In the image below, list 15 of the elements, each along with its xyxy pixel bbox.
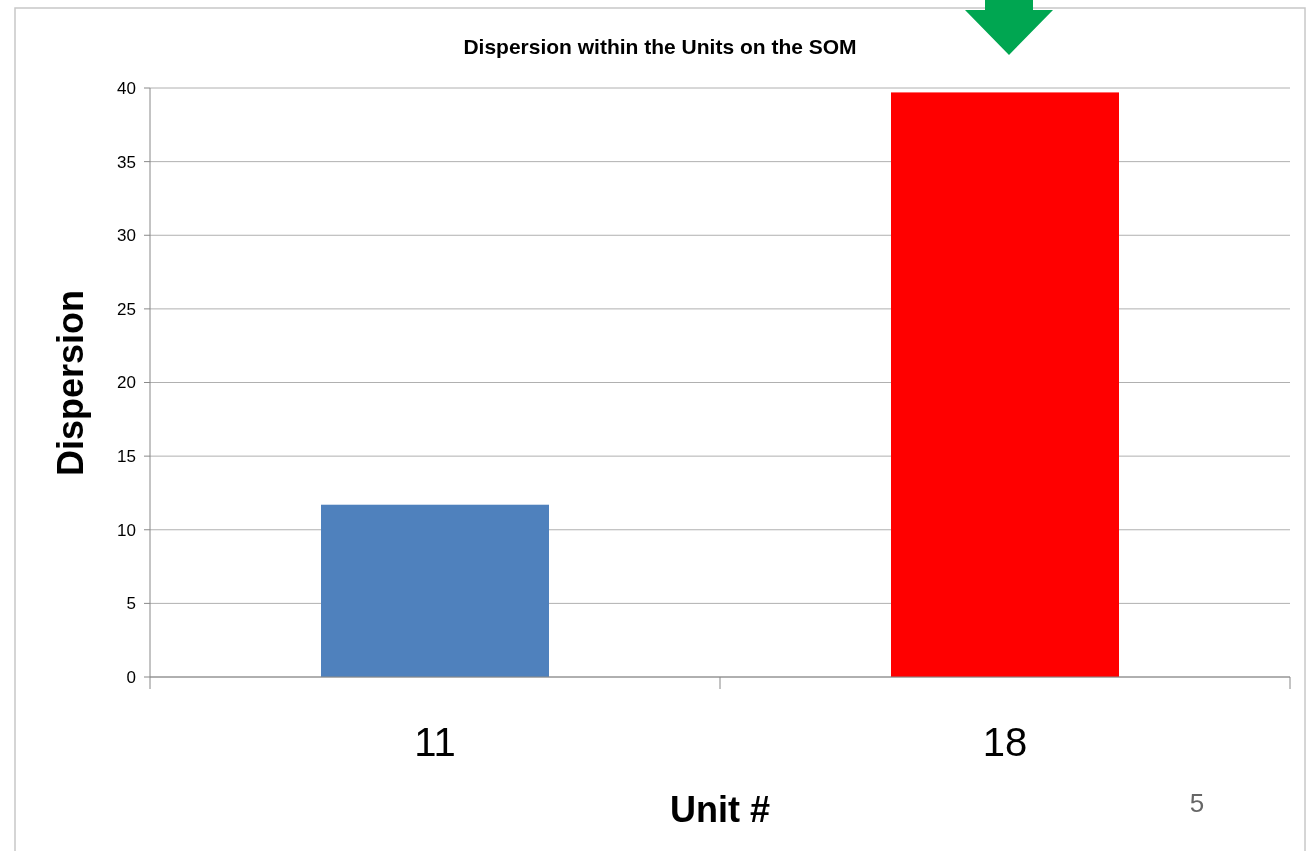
- y-tick-label: 0: [126, 667, 136, 687]
- y-tick-label: 30: [117, 226, 136, 246]
- y-tick-label: 10: [117, 520, 136, 540]
- chart-title: Dispersion within the Units on the SOM: [463, 35, 857, 58]
- x-axis-title: Unit #: [669, 789, 771, 830]
- x-tick-label: 11: [414, 720, 456, 764]
- y-tick-label: 40: [117, 78, 136, 98]
- text: 5: [1189, 788, 1205, 818]
- y-tick-label: 20: [117, 373, 136, 393]
- y-tick-label: 15: [117, 447, 136, 467]
- x-tick-label: 18: [982, 720, 1028, 764]
- y-tick-label: 5: [126, 594, 136, 614]
- y-tick-label: 35: [117, 152, 136, 172]
- y-tick-label: 25: [117, 299, 136, 319]
- y-axis-title: Dispersion: [50, 289, 91, 477]
